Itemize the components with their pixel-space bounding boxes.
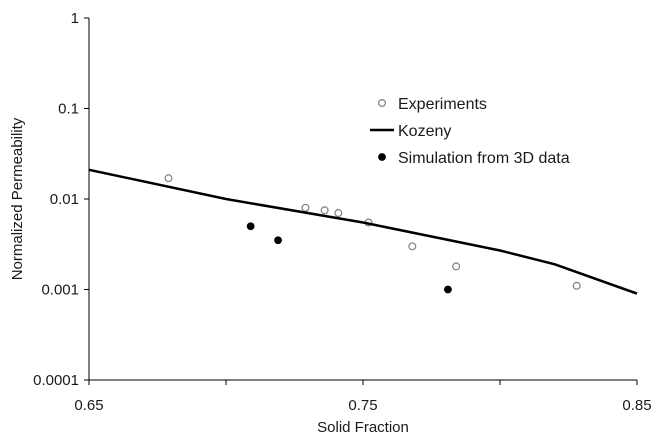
legend-open-marker [378, 98, 387, 107]
y-axis-label: Normalized Permeability [9, 117, 26, 280]
experiment-point [320, 206, 329, 215]
experiment-point [301, 203, 310, 212]
experiment-point [452, 262, 461, 271]
x-tick-label: 0.85 [622, 397, 651, 414]
simulation-point [274, 236, 282, 245]
y-axis-ticks: 0.0001 0.001 0.01 0.1 1 [33, 10, 89, 389]
y-tick-label: 1 [71, 10, 79, 27]
y-tick-label: 0.001 [41, 282, 79, 299]
x-axis-label: Solid Fraction [317, 419, 409, 436]
y-tick-label: 0.0001 [33, 372, 79, 389]
experiment-point [572, 281, 581, 290]
legend-label: Simulation from 3D data [398, 150, 570, 167]
experiment-point [334, 209, 343, 218]
x-tick-label: 0.75 [348, 397, 377, 414]
x-tick-label: 0.65 [74, 397, 103, 414]
x-axis-ticks: 0.65 0.75 0.85 [74, 380, 652, 414]
y-tick-label: 0.1 [58, 101, 79, 118]
legend-label: Kozeny [398, 123, 451, 140]
legend-label: Experiments [398, 96, 487, 113]
series-layer [88, 168, 638, 295]
kozeny-line [88, 168, 638, 295]
legend: Experiments Kozeny Simulation from 3D data [370, 96, 570, 167]
simulation-point [444, 285, 452, 294]
experiment-point [408, 242, 417, 251]
simulation-point [246, 222, 255, 231]
y-tick-label: 0.01 [50, 191, 79, 208]
plot-area: 0.65 0.75 0.85 0.0001 0.001 0.01 0.1 1 [33, 10, 651, 414]
experiment-point [164, 174, 173, 183]
legend-filled-marker [378, 153, 386, 161]
